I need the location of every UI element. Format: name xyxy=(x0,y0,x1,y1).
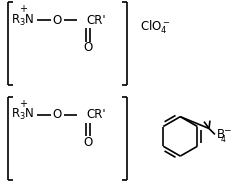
Text: B: B xyxy=(217,128,225,141)
Text: O: O xyxy=(84,41,93,54)
Text: O: O xyxy=(52,108,61,121)
Text: CR': CR' xyxy=(86,108,106,121)
Text: R$_3$N: R$_3$N xyxy=(11,107,35,122)
Text: −: − xyxy=(223,125,230,134)
Text: O: O xyxy=(52,14,61,27)
Text: R$_3$N: R$_3$N xyxy=(11,12,35,28)
Text: ClO$_4^-$: ClO$_4^-$ xyxy=(140,18,170,36)
Text: O: O xyxy=(84,136,93,149)
Text: +: + xyxy=(19,4,27,14)
Text: CR': CR' xyxy=(86,14,106,27)
Text: 4: 4 xyxy=(221,135,226,144)
Text: +: + xyxy=(19,99,27,109)
